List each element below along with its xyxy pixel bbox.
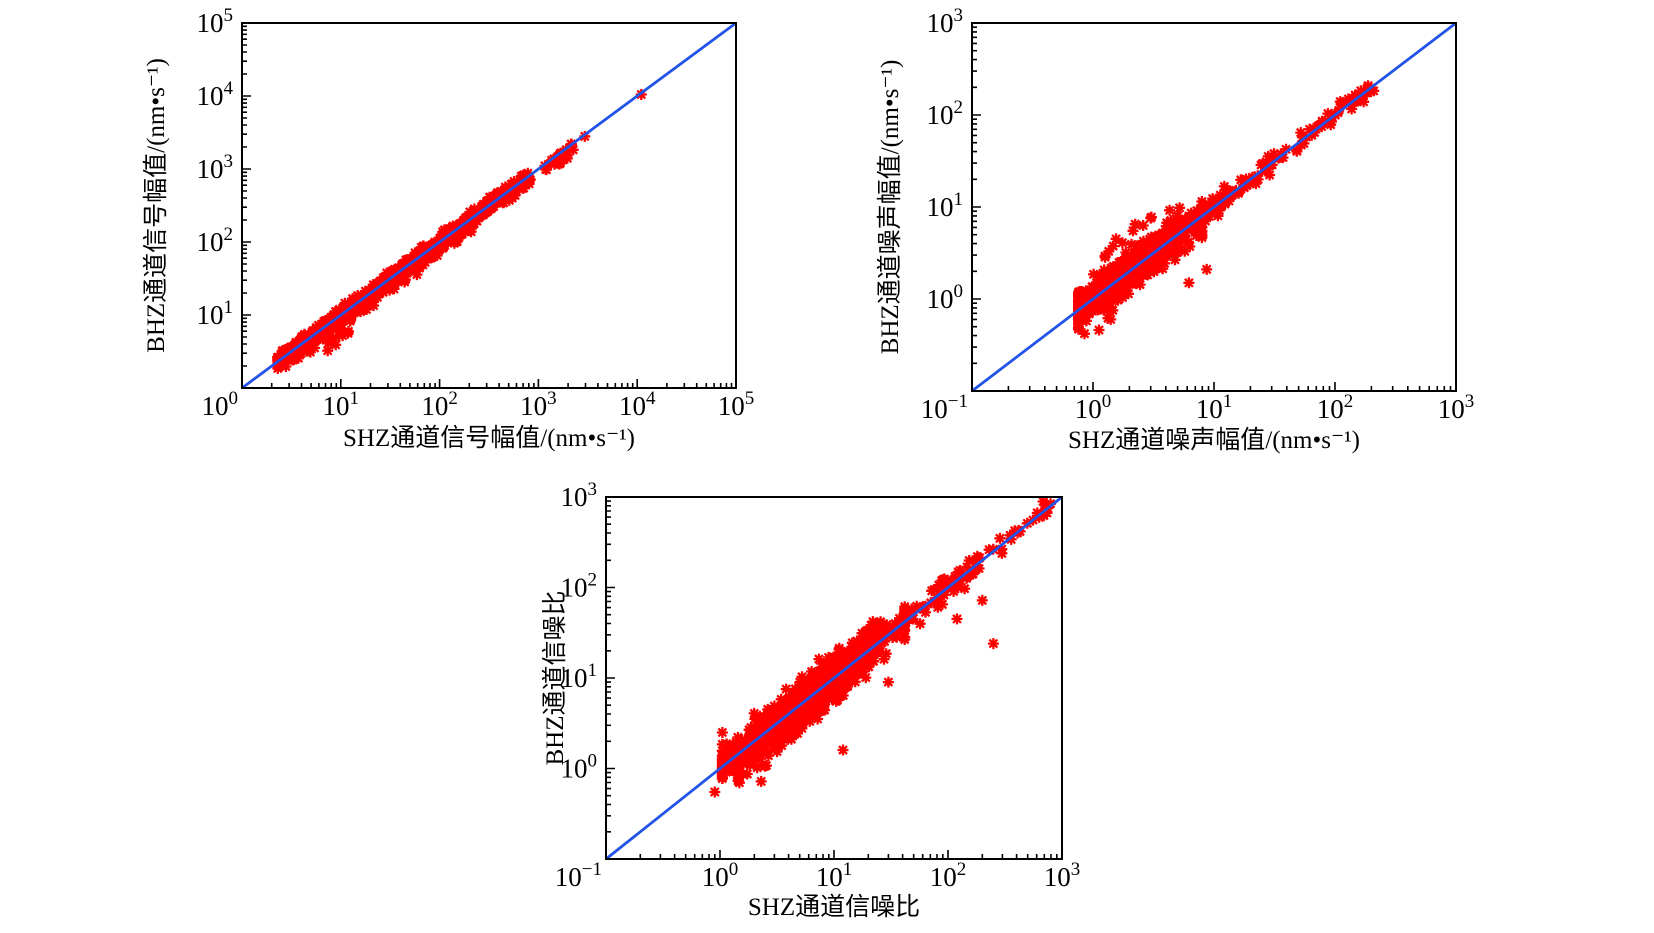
noise-x-axis-label: SHZ通道噪声幅值/(nm•s⁻¹)	[1068, 426, 1360, 454]
noise-y-tick-label: 100	[927, 281, 964, 314]
snr-y-tick-label: 103	[561, 479, 598, 512]
signal-plot: 101 102 103 104 105 101 102 103 104 105 100 SHZ通道信号…	[142, 5, 754, 452]
signal-y-tick-label: 105	[197, 5, 234, 38]
noise-y-axis-label: BHZ通道噪声幅值/(nm•s⁻¹)	[876, 60, 904, 355]
signal-identity-line	[241, 21, 737, 390]
signal-x-tick-label: 105	[718, 388, 755, 421]
snr-identity-line	[605, 495, 1063, 861]
snr-x-tick-label: 100	[702, 859, 739, 892]
signal-x-axis-label: SHZ通道信号幅值/(nm•s⁻¹)	[343, 424, 635, 452]
noise-axis-ticks	[972, 26, 1452, 391]
noise-x-tick-label: 100	[1075, 391, 1112, 424]
signal-corner-tick-label: 100	[202, 388, 239, 421]
snr-x-tick-label: 101	[816, 859, 853, 892]
noise-y-tick-label: 101	[927, 189, 964, 222]
snr-x-tick-label: 102	[930, 859, 967, 892]
snr-x-tick-label: 103	[1044, 859, 1081, 892]
noise-x-tick-label: 102	[1317, 391, 1354, 424]
noise-y-tick-label: 102	[927, 97, 964, 130]
noise-scatter-points	[1073, 80, 1380, 340]
snr-axis-ticks	[606, 500, 1058, 859]
signal-axis-ticks	[242, 25, 733, 388]
noise-x-tick-label: 101	[1196, 391, 1233, 424]
signal-x-tick-label: 102	[421, 388, 458, 421]
noise-x-tick-label: 103	[1438, 391, 1475, 424]
noise-plot: 100 101 102 103 100 101 102 103 10−1 SHZ通道噪声幅值/(n…	[876, 5, 1474, 454]
snr-x-axis-label: SHZ通道信噪比	[748, 893, 920, 921]
noise-identity-line	[971, 21, 1457, 393]
signal-x-tick-label: 101	[323, 388, 360, 421]
signal-y-axis-label: BHZ通道信号幅值/(nm•s⁻¹)	[142, 58, 170, 353]
noise-corner-tick-label: 10−1	[921, 391, 968, 424]
signal-y-tick-label: 101	[197, 297, 234, 330]
signal-x-tick-label: 103	[520, 388, 557, 421]
signal-plot-box	[241, 22, 737, 389]
signal-y-tick-label: 102	[197, 224, 234, 257]
snr-plot: 100 101 102 10310010110210310−1SHZ通道信噪比BHZ通…	[541, 479, 1080, 921]
snr-y-axis-label: BHZ通道信噪比	[541, 590, 569, 765]
noise-y-tick-label: 103	[927, 5, 964, 38]
signal-y-tick-label: 103	[197, 151, 234, 184]
signal-y-tick-label: 104	[197, 78, 234, 111]
snr-corner-tick-label: 10−1	[555, 859, 602, 892]
signal-x-tick-label: 104	[619, 388, 656, 421]
